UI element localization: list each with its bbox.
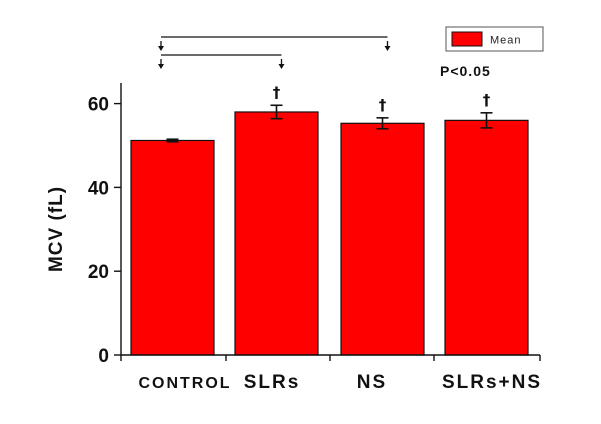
- x-tick-label: NS: [357, 372, 387, 393]
- arrow-head: [158, 64, 164, 69]
- x-axis-labels: CONTROL SLRs NS SLRs+NS: [138, 372, 542, 393]
- significance-marker: †: [379, 96, 387, 114]
- axes: [120, 83, 541, 361]
- arrow-head: [384, 46, 391, 51]
- error-bar: [270, 104, 283, 120]
- legend-swatch: [451, 31, 483, 47]
- significance-annotation: P<0.05: [440, 63, 491, 79]
- bar-slrs: [234, 111, 319, 356]
- arrow-head: [158, 46, 164, 51]
- x-tick-label: SLRs: [244, 372, 301, 393]
- comparison-bracket: [158, 36, 391, 51]
- comparison-brackets: [158, 36, 391, 69]
- arrow-head: [278, 64, 285, 69]
- legend-label: Mean: [490, 35, 522, 47]
- comparison-bracket: [158, 54, 285, 69]
- y-tick-label: 40: [88, 178, 109, 199]
- y-tick-label: 20: [88, 262, 109, 283]
- y-axis-label: MCV (fL): [46, 186, 67, 272]
- significance-markers: † † †: [273, 83, 491, 114]
- significance-marker: †: [273, 83, 281, 101]
- legend: Mean: [445, 26, 544, 52]
- significance-marker: †: [483, 91, 491, 109]
- bar-slrs-ns: [444, 119, 529, 356]
- bar-control: [130, 139, 215, 356]
- bars: [130, 111, 529, 356]
- error-bar: [376, 117, 389, 130]
- y-tick-label: 60: [88, 95, 109, 116]
- error-bar: [480, 112, 493, 129]
- y-tick-label: 0: [98, 346, 109, 367]
- error-bar: [166, 138, 179, 143]
- x-tick-label: CONTROL: [138, 375, 231, 392]
- bar-ns: [340, 122, 425, 356]
- error-bars: [166, 104, 493, 143]
- x-tick-label: SLRs+NS: [442, 372, 542, 393]
- y-axis-ticks: 0 20 40 60: [88, 95, 121, 367]
